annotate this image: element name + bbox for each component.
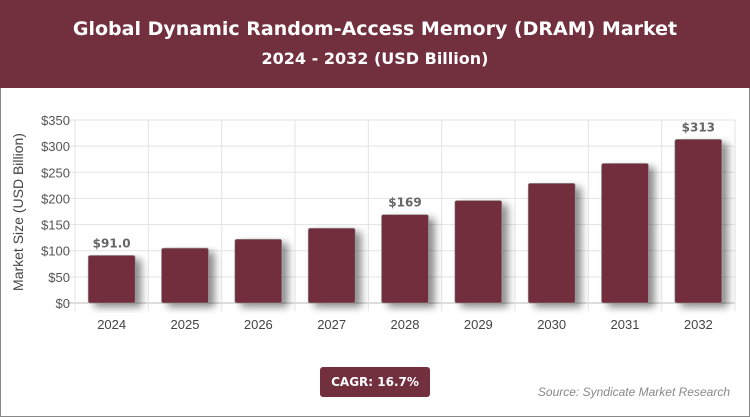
y-tick-label: $350 [41,113,70,128]
y-tick-label: $300 [41,139,70,154]
source-note: Source: Syndicate Market Research [537,385,730,399]
chart-subtitle: 2024 - 2032 (USD Billion) [261,49,489,68]
bar-2028 [381,214,429,304]
x-tick-label: 2026 [244,317,273,332]
cagr-badge: CAGR: 16.7% [320,367,430,397]
chart-title: Global Dynamic Random-Access Memory (DRA… [72,18,678,40]
bar-2025 [161,247,209,304]
x-tick-label: 2024 [97,317,126,332]
bar-2027 [307,227,356,304]
y-tick-label: $250 [41,165,70,180]
x-tick-label: 2030 [537,317,566,332]
bar-2030 [527,182,576,304]
data-label: $169 [388,196,421,210]
y-tick-label: $200 [41,191,70,206]
x-tick-label: 2032 [684,317,713,332]
bar-2024 [87,255,136,304]
y-tick-label: $100 [41,244,70,259]
x-tick-label: 2027 [317,317,346,332]
y-axis-label: Market Size (USD Billion) [10,133,26,291]
x-tick-label: 2028 [391,317,420,332]
bar-2029 [454,200,503,304]
x-tick-label: 2031 [611,317,640,332]
chart-header: Global Dynamic Random-Access Memory (DRA… [0,0,750,88]
x-tick-label: 2025 [171,317,200,332]
data-label: $313 [682,120,715,134]
bar-2026 [234,238,283,304]
data-label: $91.0 [93,236,131,250]
x-tick-label: 2029 [464,317,493,332]
y-tick-label: $0 [56,296,70,311]
y-tick-label: $50 [48,270,70,285]
y-tick-label: $150 [41,218,70,233]
bar-2031 [601,163,649,304]
bar-2032 [674,139,723,304]
